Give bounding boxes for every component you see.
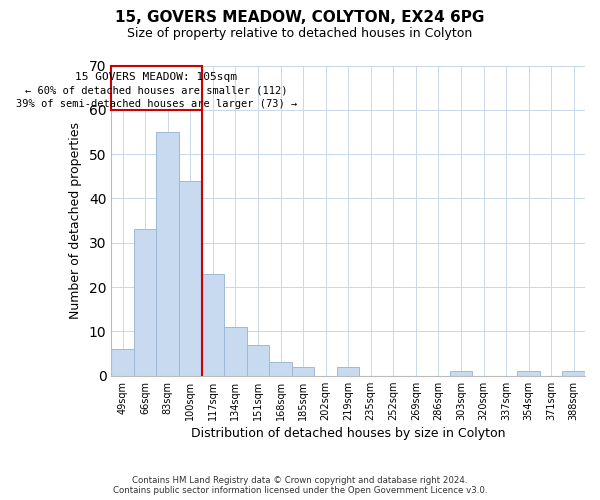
Text: Contains HM Land Registry data © Crown copyright and database right 2024.
Contai: Contains HM Land Registry data © Crown c… (113, 476, 487, 495)
Bar (337, 367, 359, 376)
Text: Size of property relative to detached houses in Colyton: Size of property relative to detached ho… (127, 28, 473, 40)
Bar (292, 367, 314, 376)
Bar (562, 372, 585, 376)
Bar (202, 274, 224, 376)
Bar (157, 132, 179, 376)
X-axis label: Distribution of detached houses by size in Colyton: Distribution of detached houses by size … (191, 427, 505, 440)
Bar (224, 327, 247, 376)
Bar (247, 344, 269, 376)
Bar (134, 230, 157, 376)
Text: ← 60% of detached houses are smaller (112): ← 60% of detached houses are smaller (11… (25, 86, 287, 96)
FancyBboxPatch shape (112, 66, 202, 110)
Bar (517, 372, 540, 376)
Bar (112, 349, 134, 376)
Text: 15, GOVERS MEADOW, COLYTON, EX24 6PG: 15, GOVERS MEADOW, COLYTON, EX24 6PG (115, 10, 485, 25)
Y-axis label: Number of detached properties: Number of detached properties (69, 122, 82, 319)
Bar (269, 362, 292, 376)
Bar (449, 372, 472, 376)
Text: 39% of semi-detached houses are larger (73) →: 39% of semi-detached houses are larger (… (16, 98, 297, 108)
Bar (179, 180, 202, 376)
Text: 15 GOVERS MEADOW: 105sqm: 15 GOVERS MEADOW: 105sqm (76, 72, 238, 82)
